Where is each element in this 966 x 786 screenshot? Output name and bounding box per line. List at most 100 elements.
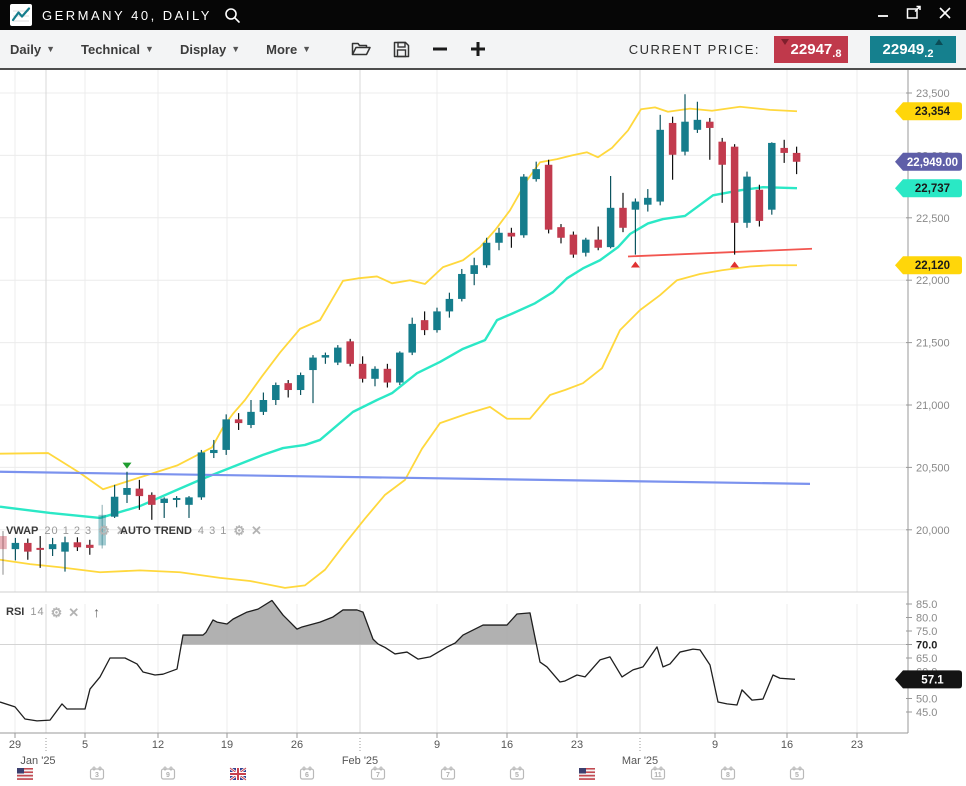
candle[interactable]	[706, 121, 714, 128]
candle[interactable]	[309, 357, 317, 371]
candle[interactable]	[284, 383, 292, 391]
popout-button[interactable]	[906, 5, 922, 25]
chart-canvas[interactable]: 23,50023,00022,50022,00021,50021,00020,5…	[0, 70, 966, 786]
candle[interactable]	[631, 201, 640, 210]
search-icon[interactable]	[224, 7, 241, 24]
candle[interactable]	[73, 542, 82, 548]
candle[interactable]	[433, 311, 441, 331]
candle[interactable]	[743, 176, 751, 223]
candle[interactable]	[532, 169, 540, 180]
calendar-icon[interactable]: 8	[720, 766, 736, 780]
candle[interactable]	[482, 242, 491, 266]
menu-timeframe[interactable]: Daily ▼	[10, 42, 55, 57]
vwap-remove-icon[interactable]: ✕	[115, 523, 127, 538]
candle[interactable]	[656, 129, 664, 202]
candle[interactable]	[470, 265, 478, 274]
candle[interactable]	[792, 152, 801, 162]
candle[interactable]	[86, 544, 94, 548]
calendar-icon[interactable]: 5	[509, 766, 525, 780]
candle[interactable]	[644, 197, 652, 205]
candle[interactable]	[222, 419, 230, 450]
candle[interactable]	[210, 449, 218, 454]
candle[interactable]	[557, 227, 565, 238]
candle[interactable]	[0, 536, 7, 550]
auto-trendline[interactable]	[627, 247, 813, 258]
candle[interactable]	[24, 542, 32, 552]
candle[interactable]	[247, 411, 255, 425]
calendar-icon[interactable]: 7	[370, 766, 386, 780]
candle[interactable]	[445, 298, 454, 312]
candle[interactable]	[458, 273, 466, 299]
rsi-expand-arrow-icon[interactable]: ↑	[93, 604, 101, 620]
candle[interactable]	[755, 189, 764, 221]
candle[interactable]	[123, 487, 131, 495]
candle[interactable]	[185, 497, 193, 505]
candle[interactable]	[197, 452, 206, 498]
us-flag-icon[interactable]	[579, 768, 595, 780]
candle[interactable]	[594, 239, 602, 248]
candle[interactable]	[358, 363, 367, 379]
candle[interactable]	[148, 494, 156, 505]
menu-technical[interactable]: Technical ▼	[81, 42, 154, 57]
candle[interactable]	[334, 347, 342, 363]
gb-flag-icon[interactable]	[229, 766, 247, 782]
blue-trendline[interactable]	[0, 470, 811, 485]
candle[interactable]	[383, 368, 392, 383]
candle[interactable]	[36, 547, 44, 550]
candle[interactable]	[495, 232, 503, 243]
candle[interactable]	[135, 488, 144, 497]
candle[interactable]	[569, 234, 578, 255]
candle[interactable]	[780, 147, 788, 153]
candle[interactable]	[371, 368, 379, 379]
candle[interactable]	[396, 352, 404, 383]
calendar-icon[interactable]: 9	[160, 766, 176, 780]
candle[interactable]	[172, 497, 181, 500]
candle[interactable]	[582, 239, 590, 253]
calendar-icon[interactable]: 7	[440, 766, 456, 780]
candle[interactable]	[296, 375, 305, 391]
candle[interactable]	[234, 419, 243, 424]
menu-display[interactable]: Display ▼	[180, 42, 240, 57]
candle[interactable]	[11, 542, 20, 550]
calendar-icon[interactable]: 6	[299, 766, 315, 780]
candle[interactable]	[98, 514, 106, 546]
us-flag-icon[interactable]	[17, 768, 33, 780]
candle[interactable]	[668, 122, 677, 155]
candle[interactable]	[730, 146, 739, 223]
candle[interactable]	[321, 355, 330, 358]
candle[interactable]	[507, 232, 516, 237]
candle[interactable]	[110, 496, 119, 517]
candle[interactable]	[606, 207, 615, 248]
candle[interactable]	[48, 544, 57, 550]
zoom-out-button[interactable]	[432, 41, 448, 57]
candle[interactable]	[259, 400, 268, 412]
candle[interactable]	[420, 320, 429, 331]
calendar-icon[interactable]: 11	[650, 766, 666, 780]
calendar-icon[interactable]: 3	[89, 766, 105, 780]
candle[interactable]	[681, 121, 689, 152]
candle[interactable]	[693, 119, 702, 130]
candle[interactable]	[346, 341, 354, 364]
vwap-settings-gear-icon[interactable]: ⚙	[98, 523, 110, 538]
candle[interactable]	[408, 323, 416, 353]
autotrend-settings-gear-icon[interactable]: ⚙	[233, 523, 246, 538]
open-folder-icon[interactable]	[351, 41, 371, 57]
candle[interactable]	[160, 498, 168, 503]
candle[interactable]	[544, 164, 553, 230]
rsi-remove-icon[interactable]: ✕	[68, 604, 80, 620]
minimize-button[interactable]	[877, 6, 890, 24]
menu-more[interactable]: More ▼	[266, 42, 311, 57]
candle[interactable]	[718, 141, 726, 165]
rsi-settings-gear-icon[interactable]: ⚙	[50, 604, 63, 620]
close-button[interactable]	[938, 6, 952, 25]
candle[interactable]	[619, 207, 627, 228]
candle[interactable]	[768, 142, 776, 210]
candle[interactable]	[520, 176, 528, 236]
save-icon[interactable]	[393, 41, 410, 58]
zoom-in-button[interactable]	[470, 41, 486, 57]
candle[interactable]	[272, 385, 280, 401]
chart-area[interactable]: 23,50023,00022,50022,00021,50021,00020,5…	[0, 70, 966, 786]
autotrend-remove-icon[interactable]: ✕	[251, 523, 262, 538]
calendar-icon[interactable]: 5	[789, 766, 805, 780]
candle[interactable]	[61, 542, 69, 552]
